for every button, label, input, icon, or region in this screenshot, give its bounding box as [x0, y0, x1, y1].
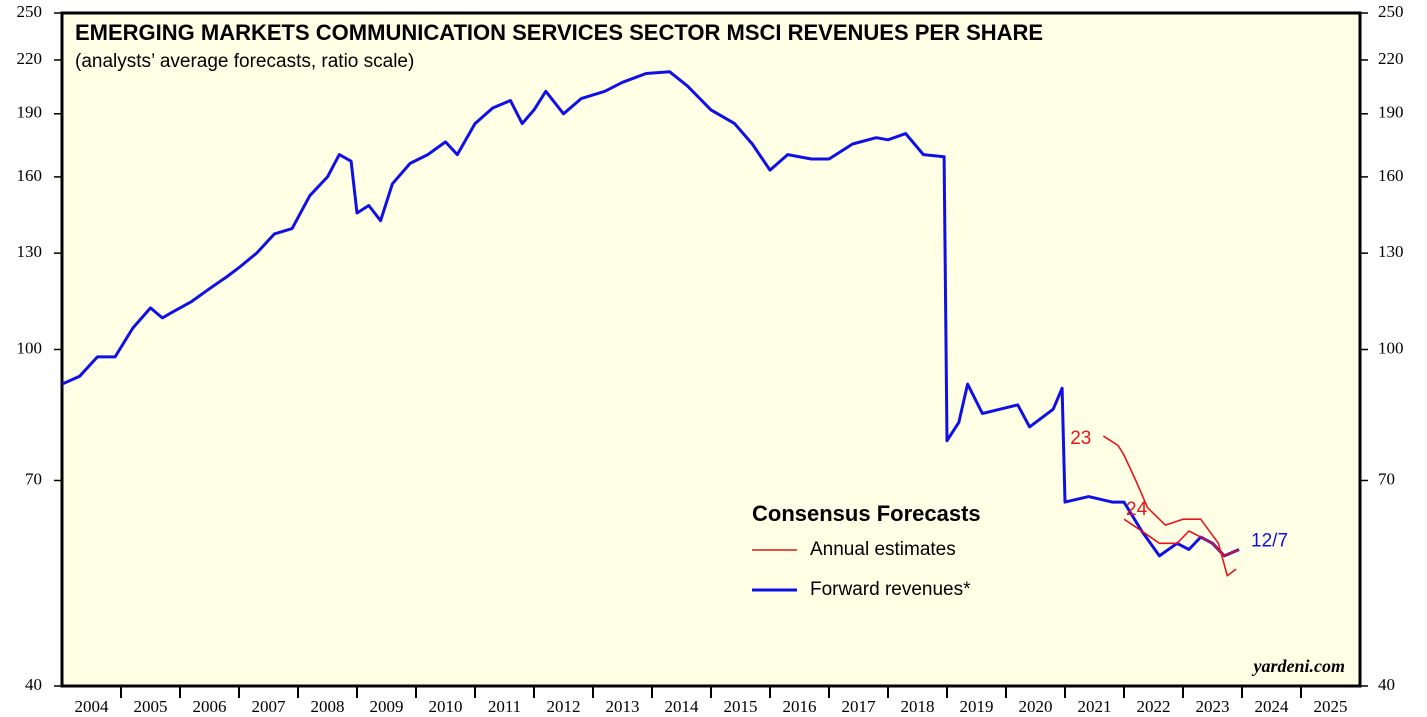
y2-tick-label: 100 — [1378, 338, 1404, 357]
x-tick-label: 2007 — [252, 697, 287, 716]
chart-subtitle: (analysts’ average forecasts, ratio scal… — [75, 51, 414, 72]
y2-tick-label: 40 — [1378, 675, 1395, 694]
legend-label: Forward revenues* — [810, 579, 971, 600]
x-tick-label: 2008 — [311, 697, 345, 716]
plot-area — [60, 11, 1362, 688]
x-tick-label: 2005 — [134, 697, 168, 716]
y-tick-label: 190 — [17, 103, 43, 122]
x-tick-label: 2025 — [1314, 697, 1348, 716]
source: yardeni.com — [1252, 656, 1346, 676]
x-tick-label: 2021 — [1078, 697, 1112, 716]
x-tick-label: 2019 — [960, 697, 994, 716]
series-line — [1102, 435, 1237, 577]
chart-title: EMERGING MARKETS COMMUNICATION SERVICES … — [75, 20, 1043, 45]
x-tick-label: 2013 — [606, 697, 640, 716]
x-tick-label: 2020 — [1019, 697, 1053, 716]
series-label: 23 — [1070, 428, 1091, 449]
y2-tick-label: 160 — [1378, 166, 1404, 185]
y2-tick-label: 130 — [1378, 242, 1404, 261]
x-tick-label: 2009 — [370, 697, 404, 716]
x-tick-label: 2023 — [1196, 697, 1230, 716]
x-tick-label: 2016 — [783, 697, 817, 716]
series-label: 12/7 — [1251, 531, 1288, 552]
y2-tick-label: 250 — [1378, 2, 1404, 21]
y-tick-label: 130 — [17, 242, 43, 261]
y2-tick-label: 190 — [1378, 103, 1404, 122]
series-label: 24 — [1126, 499, 1148, 520]
y-tick-label: 250 — [17, 2, 43, 21]
x-tick-label: 2018 — [901, 697, 935, 716]
y-tick-label: 70 — [25, 469, 42, 488]
legend-title: Consensus Forecasts — [752, 501, 981, 526]
series-line — [61, 70, 1240, 558]
y-tick-label: 100 — [17, 338, 43, 357]
x-tick-label: 2011 — [488, 697, 521, 716]
x-tick-label: 2004 — [75, 697, 110, 716]
x-tick-label: 2012 — [547, 697, 581, 716]
x-tick-label: 2010 — [429, 697, 463, 716]
x-tick-label: 2022 — [1137, 697, 1171, 716]
x-tick-label: 2014 — [665, 697, 700, 716]
x-tick-label: 2006 — [193, 697, 227, 716]
x-tick-label: 2017 — [842, 697, 877, 716]
y-tick-label: 160 — [17, 166, 43, 185]
series-line — [1123, 518, 1240, 557]
x-tick-label: 2015 — [724, 697, 758, 716]
legend-label: Annual estimates — [810, 539, 956, 560]
y2-tick-label: 70 — [1378, 469, 1395, 488]
y-tick-label: 220 — [17, 49, 43, 68]
y-tick-label: 40 — [25, 675, 42, 694]
x-tick-label: 2024 — [1255, 697, 1290, 716]
y2-tick-label: 220 — [1378, 49, 1404, 68]
